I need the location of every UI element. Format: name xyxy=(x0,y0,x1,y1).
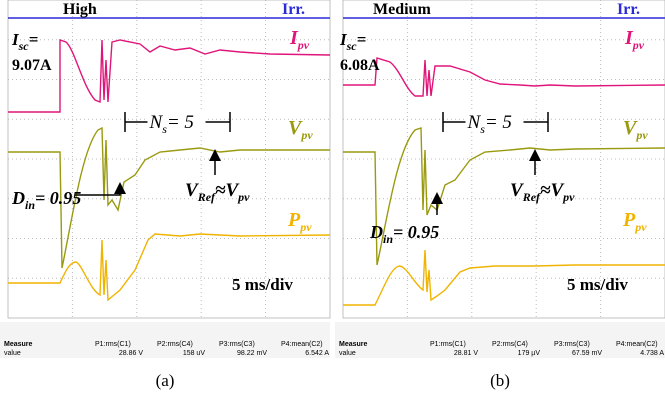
figure: HighIrr.Isc=9.07AIpvVpvPpvNs= 5VRef≈VpvD… xyxy=(0,0,665,400)
vref-label-part: ≈ xyxy=(540,180,551,201)
measure-param: P3:rms(C3) xyxy=(554,341,590,348)
vref-label-part: pv xyxy=(562,190,575,204)
vref-label-part: ≈ xyxy=(215,180,226,201)
caption: (a) xyxy=(156,371,175,390)
vpv-label-part: pv xyxy=(635,128,648,142)
measure-value: 28.81 V xyxy=(454,350,478,357)
measure-param: P1:rms(C1) xyxy=(430,341,466,348)
measure-value: 98.22 mV xyxy=(237,350,267,357)
measure-param: P1:rms(C1) xyxy=(95,341,131,348)
isc-label-part: = xyxy=(357,30,367,49)
din-label-part: D xyxy=(369,222,383,242)
ns-label-part: = 5 xyxy=(167,112,194,133)
ns-label-part: = 5 xyxy=(485,112,512,133)
ns-label: Ns= 5 xyxy=(149,112,194,136)
ppv-label-part: pv xyxy=(299,220,312,234)
measure-param: P3:rms(C3) xyxy=(219,341,255,348)
ppv-label-part: P xyxy=(622,209,636,231)
ppv-label-part: pv xyxy=(634,220,647,234)
measure-value: 6.542 A xyxy=(305,350,329,357)
measure-value: 158 uV xyxy=(183,350,206,357)
din-label-part: in xyxy=(383,232,393,246)
measure-strip xyxy=(0,322,330,358)
din-label-part: D xyxy=(11,188,25,208)
isc-label-part: = xyxy=(29,30,39,49)
measure-value: 179 µV xyxy=(518,350,541,357)
measure-value: 28.86 V xyxy=(119,350,143,357)
din-label-part: in xyxy=(25,198,35,212)
irr-label: Irr. xyxy=(617,1,640,18)
ns-label: Ns= 5 xyxy=(467,112,512,136)
measure-label: Measure xyxy=(339,341,368,348)
time-scale: 5 ms/div xyxy=(567,275,628,294)
din-label-part: = 0.95 xyxy=(393,222,439,242)
measure-strip xyxy=(335,322,665,358)
vref-label-part: pv xyxy=(237,190,250,204)
ipv-label-part: pv xyxy=(297,38,310,52)
measure-label: value xyxy=(4,350,21,357)
isc-value: 6.08A xyxy=(340,57,380,74)
vpv-label-part: pv xyxy=(300,128,313,142)
isc-label-part: sc xyxy=(18,39,30,53)
vref-label-part: Ref xyxy=(522,190,541,204)
vref-label-part: Ref xyxy=(197,190,216,204)
isc-value: 9.07A xyxy=(12,57,52,74)
irr-label: Irr. xyxy=(282,1,305,18)
ppv-label-part: P xyxy=(287,209,301,231)
caption: (b) xyxy=(490,371,510,390)
ipv-label-part: pv xyxy=(632,38,645,52)
measure-label: Measure xyxy=(4,341,33,348)
irradiance-level: Medium xyxy=(373,1,431,18)
irradiance-level: High xyxy=(63,1,97,18)
isc-label-part: sc xyxy=(346,39,358,53)
measure-param: P4:mean(C2) xyxy=(281,341,323,348)
measure-param: P2:rms(C4) xyxy=(157,341,193,348)
measure-label: value xyxy=(339,350,356,357)
din-label-part: = 0.95 xyxy=(35,188,81,208)
measure-param: P2:rms(C4) xyxy=(492,341,528,348)
measure-value: 67.59 mV xyxy=(572,350,602,357)
time-scale: 5 ms/div xyxy=(232,275,293,294)
measure-param: P4:mean(C2) xyxy=(616,341,658,348)
measure-value: 4.738 A xyxy=(640,350,664,357)
